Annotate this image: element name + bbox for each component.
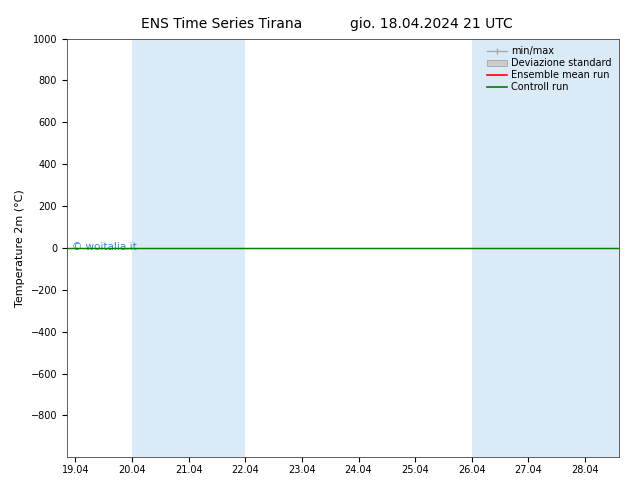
Y-axis label: Temperature 2m (°C): Temperature 2m (°C) <box>15 189 25 307</box>
Text: ENS Time Series Tirana: ENS Time Series Tirana <box>141 17 302 31</box>
Legend: min/max, Deviazione standard, Ensemble mean run, Controll run: min/max, Deviazione standard, Ensemble m… <box>484 44 614 95</box>
Text: © woitalia.it: © woitalia.it <box>72 242 137 252</box>
Text: gio. 18.04.2024 21 UTC: gio. 18.04.2024 21 UTC <box>350 17 512 31</box>
Bar <box>132 39 245 457</box>
Bar <box>472 39 619 457</box>
